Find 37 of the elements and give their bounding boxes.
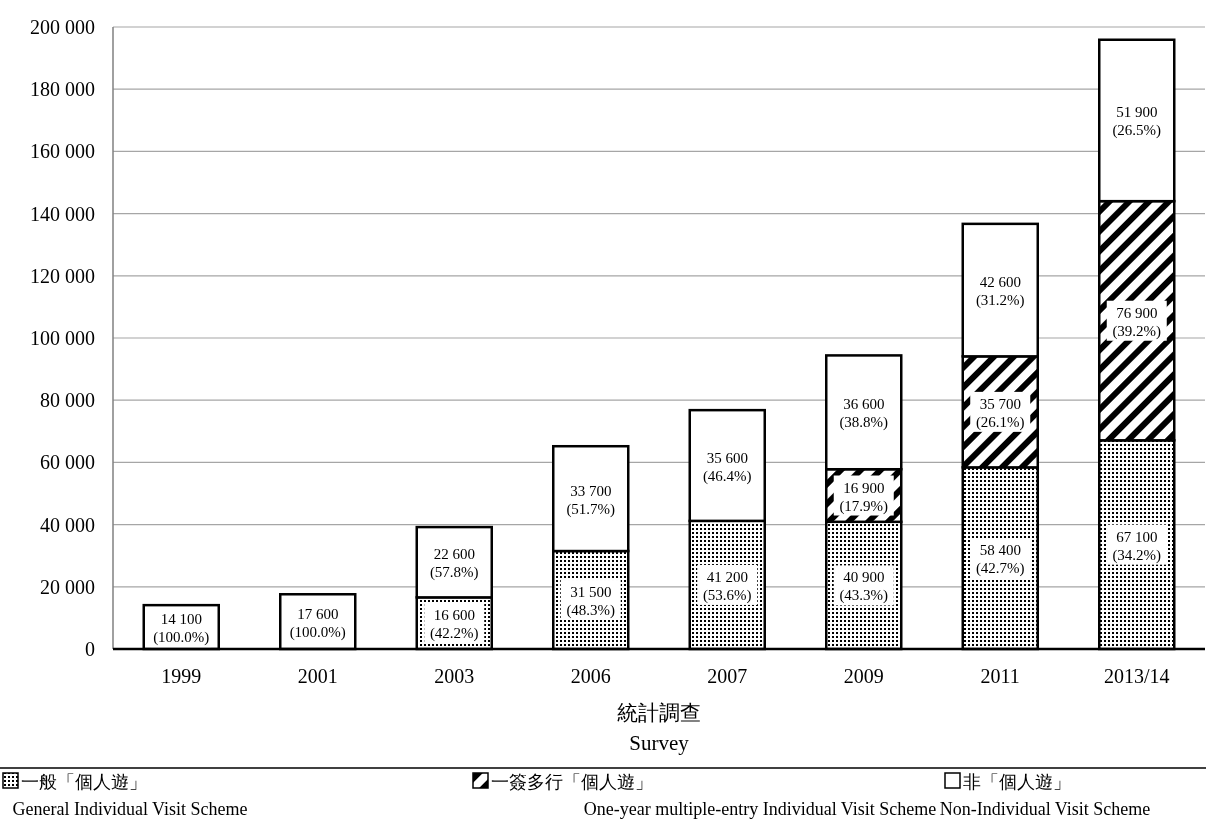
data-label: 16 600 (42.2%) — [429, 607, 479, 643]
data-label: 14 100 (100.0%) — [153, 611, 210, 647]
y-tick-label: 60 000 — [40, 451, 95, 474]
x-tick-label: 2013/14 — [1103, 665, 1170, 687]
data-label: 36 600 (38.8%) — [839, 396, 889, 432]
y-tick-label: 20 000 — [40, 575, 95, 598]
y-tick-label: 80 000 — [40, 389, 95, 412]
data-label: 16 900 (17.9%) — [839, 479, 889, 515]
data-label: 51 900 (26.5%) — [1112, 104, 1162, 140]
data-label: 22 600 (57.8%) — [429, 546, 479, 582]
data-label: 40 900 (43.3%) — [839, 569, 889, 605]
y-tick-label: 140 000 — [30, 202, 95, 225]
y-tick-label: 0 — [85, 638, 95, 660]
data-label: 41 200 (53.6%) — [702, 568, 752, 604]
x-tick-label: 2007 — [707, 665, 748, 687]
data-label: 31 500 (48.3%) — [566, 584, 616, 620]
x-tick-label: 2006 — [570, 665, 611, 687]
y-tick-label: 40 000 — [40, 513, 95, 536]
data-label: 35 700 (26.1%) — [975, 395, 1025, 431]
y-tick-label: 120 000 — [30, 264, 95, 287]
data-label: 33 700 (51.7%) — [566, 482, 616, 518]
y-tick-label: 200 000 — [30, 16, 95, 38]
y-tick-label: 160 000 — [30, 140, 95, 163]
x-tick-label: 2009 — [843, 665, 884, 687]
data-label: 17 600 (100.0%) — [289, 605, 346, 641]
x-tick-label: 2001 — [297, 665, 338, 687]
y-tick-label: 100 000 — [30, 327, 95, 349]
x-tick-label: 1999 — [161, 665, 202, 687]
x-tick-label: 2011 — [980, 665, 1020, 687]
x-axis-title: 統計調查 Survey — [617, 701, 701, 755]
data-label: 67 100 (34.2%) — [1112, 528, 1162, 564]
data-label: 76 900 (39.2%) — [1112, 304, 1162, 340]
data-label: 42 600 (31.2%) — [975, 274, 1025, 310]
data-label: 58 400 (42.7%) — [975, 542, 1025, 578]
data-label: 35 600 (46.4%) — [702, 449, 752, 485]
y-tick-label: 180 000 — [30, 78, 95, 101]
x-tick-label: 2003 — [434, 665, 475, 687]
